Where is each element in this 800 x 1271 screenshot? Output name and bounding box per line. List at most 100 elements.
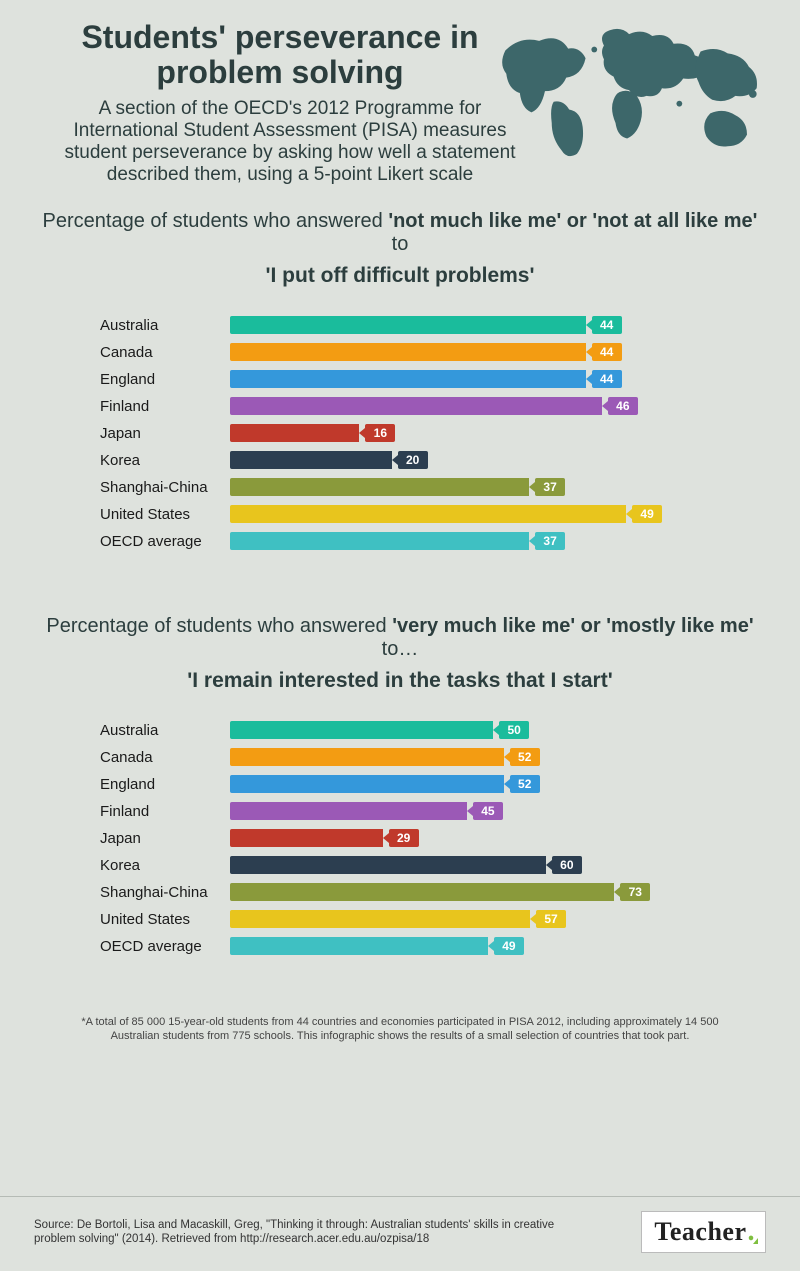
row-label: England: [100, 371, 230, 388]
bar: [230, 343, 586, 361]
page-title: Students' perseverance in problem solvin…: [70, 20, 490, 90]
row-label: Korea: [100, 857, 230, 874]
value-tag: 44: [592, 316, 622, 334]
row-label: Shanghai-China: [100, 884, 230, 901]
bar-track: 52: [230, 748, 700, 766]
section-lead: Percentage of students who answered 'ver…: [40, 615, 760, 661]
bar-track: 45: [230, 802, 700, 820]
bar: [230, 397, 602, 415]
chart-row: Korea 20: [100, 447, 700, 474]
bar: [230, 532, 529, 550]
bar-chart: Australia44Canada44England44Finland46Jap…: [100, 312, 700, 555]
header: Students' perseverance in problem solvin…: [0, 0, 800, 186]
chart-section: Percentage of students who answered 'ver…: [0, 615, 800, 960]
lead-bold: 'very much like me' or 'mostly like me': [392, 615, 753, 637]
chart-row: Finland 45: [100, 798, 700, 825]
chart-row: Japan 29: [100, 825, 700, 852]
row-label: Australia: [100, 722, 230, 739]
bar-track: 37: [230, 532, 700, 550]
value-tag: 20: [398, 451, 428, 469]
row-label: Finland: [100, 803, 230, 820]
bar-track: 52: [230, 775, 700, 793]
lead-post: to: [392, 233, 409, 255]
lead-post: to…: [382, 638, 419, 660]
value-tag: 57: [536, 910, 566, 928]
row-label: Canada: [100, 344, 230, 361]
bar-track: 60: [230, 856, 700, 874]
chart-row: Japan 16: [100, 420, 700, 447]
value-tag: 52: [510, 775, 540, 793]
bar-track: 50: [230, 721, 700, 739]
section-statement: 'I put off difficult problems': [40, 264, 760, 288]
bar-track: 16: [230, 424, 700, 442]
value-tag: 16: [365, 424, 395, 442]
row-label: England: [100, 776, 230, 793]
row-label: Japan: [100, 830, 230, 847]
row-label: United States: [100, 911, 230, 928]
brand-accent-icon: .: [748, 1216, 756, 1248]
bar-track: 20: [230, 451, 700, 469]
chart-row: Shanghai-China 73: [100, 879, 700, 906]
bar-track: 44: [230, 343, 700, 361]
value-tag: 49: [632, 505, 662, 523]
bar-track: 29: [230, 829, 700, 847]
row-label: Shanghai-China: [100, 479, 230, 496]
chart-row: OECD average 49: [100, 933, 700, 960]
bar-chart: Australia50Canada52England52Finland45Jap…: [100, 717, 700, 960]
value-tag: 50: [499, 721, 529, 739]
chart-row: England 44: [100, 366, 700, 393]
value-tag: 44: [592, 370, 622, 388]
bar-track: 49: [230, 505, 700, 523]
bar: [230, 478, 529, 496]
row-label: Australia: [100, 317, 230, 334]
value-tag: 73: [620, 883, 650, 901]
brand-text: Teacher: [654, 1217, 746, 1247]
bar: [230, 802, 467, 820]
footnote: *A total of 85 000 15-year-old students …: [0, 1015, 800, 1044]
bar: [230, 748, 504, 766]
value-tag: 45: [473, 802, 503, 820]
bar: [230, 316, 586, 334]
chart-row: Canada 44: [100, 339, 700, 366]
lead-pre: Percentage of students who answered: [43, 210, 389, 232]
source-text: Source: De Bortoli, Lisa and Macaskill, …: [34, 1218, 594, 1247]
bar-track: 44: [230, 316, 700, 334]
chart-row: Finland46: [100, 393, 700, 420]
value-tag: 60: [552, 856, 582, 874]
value-tag: 46: [608, 397, 638, 415]
bar-track: 73: [230, 883, 700, 901]
bar: [230, 505, 626, 523]
bar-track: 44: [230, 370, 700, 388]
bar-track: 49: [230, 937, 700, 955]
brand-logo: Teacher.: [641, 1211, 766, 1253]
page-subtitle: A section of the OECD's 2012 Programme f…: [50, 98, 530, 185]
bar: [230, 937, 488, 955]
bar-track: 57: [230, 910, 700, 928]
bar: [230, 856, 546, 874]
value-tag: 49: [494, 937, 524, 955]
chart-row: OECD average 37: [100, 528, 700, 555]
row-label: United States: [100, 506, 230, 523]
row-label: Korea: [100, 452, 230, 469]
chart-row: Canada52: [100, 744, 700, 771]
row-label: Japan: [100, 425, 230, 442]
chart-row: Shanghai-China37: [100, 474, 700, 501]
row-label: OECD average: [100, 533, 230, 550]
footer: Source: De Bortoli, Lisa and Macaskill, …: [0, 1196, 800, 1271]
bar: [230, 424, 359, 442]
world-map-icon: [486, 14, 776, 174]
value-tag: 29: [389, 829, 419, 847]
bar: [230, 910, 530, 928]
lead-pre: Percentage of students who answered: [46, 615, 392, 637]
row-label: OECD average: [100, 938, 230, 955]
chart-row: Australia 50: [100, 717, 700, 744]
row-label: Canada: [100, 749, 230, 766]
lead-bold: 'not much like me' or 'not at all like m…: [388, 210, 757, 232]
chart-row: Australia 44: [100, 312, 700, 339]
bar-track: 46: [230, 397, 700, 415]
bar: [230, 721, 493, 739]
value-tag: 37: [535, 532, 565, 550]
value-tag: 44: [592, 343, 622, 361]
section-statement: 'I remain interested in the tasks that I…: [40, 669, 760, 693]
bar: [230, 370, 586, 388]
